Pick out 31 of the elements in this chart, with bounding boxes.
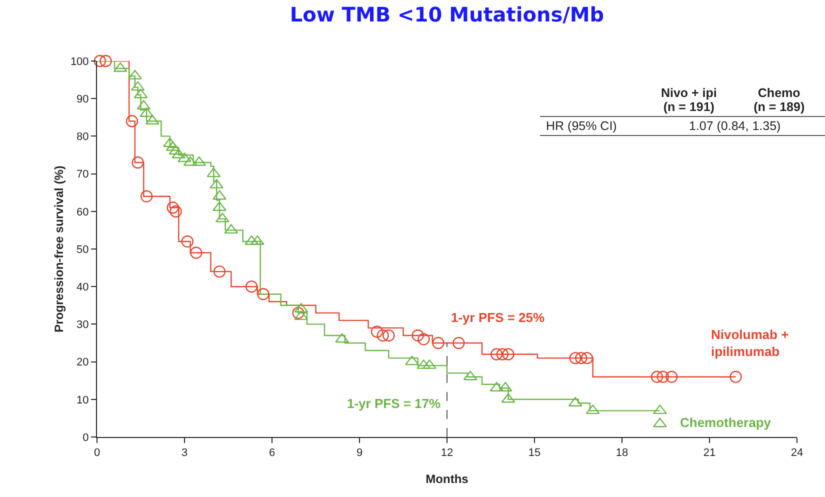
y-tick-label: 80 [76, 131, 89, 144]
annotation: Chemo (n = 189) [733, 84, 825, 116]
y-tick-label: 100 [70, 56, 89, 68]
annotation: 1-yr PFS = 17% [347, 396, 442, 411]
y-axis-title: Progression-free survival (%) [52, 166, 66, 332]
y-tick-label: 0 [82, 432, 89, 444]
x-tick-label: 18 [616, 447, 628, 460]
annotation: 1-yr PFS = 25% [451, 310, 546, 325]
x-tick-label: 3 [181, 447, 188, 460]
series-label: Nivolumab + ipilimumab [711, 327, 790, 359]
annotation: Nivo + ipi (n = 191) [644, 84, 734, 116]
y-tick-label: 40 [76, 281, 89, 294]
x-axis-title: Months [426, 472, 469, 486]
annotation: 1.07 (0.84, 1.35) [644, 116, 825, 136]
x-tick-label: 0 [94, 447, 100, 460]
x-tick-label: 12 [440, 447, 454, 460]
y-tick-label: 70 [76, 168, 89, 181]
y-tick-label: 10 [76, 394, 89, 406]
series-label: Chemotherapy [680, 415, 772, 430]
x-tick-label: 21 [703, 447, 716, 460]
y-tick-label: 30 [76, 319, 89, 332]
annotation: HR (95% CI) [540, 116, 645, 136]
y-tick-label: 60 [76, 206, 89, 218]
x-tick-label: 24 [790, 447, 804, 460]
y-tick-label: 20 [76, 356, 89, 369]
x-tick-label: 9 [356, 447, 363, 460]
y-tick-label: 50 [76, 244, 89, 256]
y-tick-label: 90 [76, 93, 89, 106]
x-tick-label: 6 [268, 447, 276, 460]
chart-title: Low TMB <10 Mutations/Mb [290, 2, 604, 26]
x-tick-label: 15 [528, 447, 541, 460]
